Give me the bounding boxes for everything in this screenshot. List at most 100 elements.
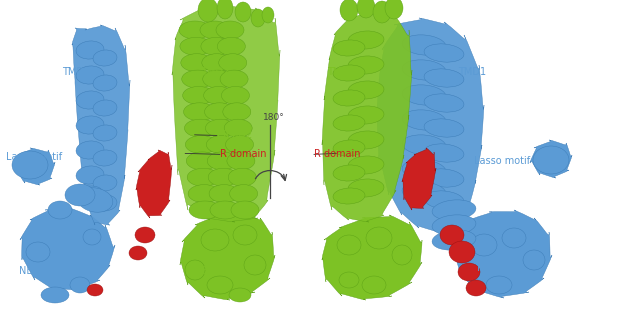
Ellipse shape — [202, 54, 232, 72]
Ellipse shape — [424, 44, 464, 62]
Text: TMD1: TMD1 — [62, 67, 90, 77]
Ellipse shape — [471, 234, 497, 256]
Ellipse shape — [424, 169, 464, 187]
Ellipse shape — [12, 151, 48, 179]
Ellipse shape — [348, 131, 384, 149]
Ellipse shape — [70, 277, 90, 293]
Text: NBD2: NBD2 — [327, 263, 355, 273]
Ellipse shape — [366, 227, 392, 249]
Ellipse shape — [93, 125, 117, 141]
Ellipse shape — [217, 0, 233, 19]
Ellipse shape — [187, 168, 219, 186]
Ellipse shape — [402, 60, 446, 80]
Ellipse shape — [26, 242, 50, 262]
Ellipse shape — [230, 185, 257, 203]
Ellipse shape — [333, 90, 365, 106]
Ellipse shape — [76, 116, 104, 134]
Ellipse shape — [179, 21, 211, 39]
Ellipse shape — [205, 119, 236, 137]
Ellipse shape — [402, 85, 446, 105]
Ellipse shape — [93, 195, 117, 211]
Ellipse shape — [357, 0, 375, 18]
PathPatch shape — [322, 215, 422, 300]
Ellipse shape — [432, 200, 476, 220]
Ellipse shape — [225, 135, 254, 153]
Text: NBD1: NBD1 — [19, 266, 46, 276]
Ellipse shape — [205, 103, 234, 121]
Ellipse shape — [235, 2, 251, 22]
Text: R domain: R domain — [314, 149, 360, 159]
Ellipse shape — [424, 119, 464, 137]
Text: NBD2: NBD2 — [195, 266, 223, 276]
Ellipse shape — [348, 179, 384, 197]
Ellipse shape — [424, 69, 464, 87]
Ellipse shape — [198, 0, 218, 22]
Ellipse shape — [210, 201, 240, 219]
Ellipse shape — [402, 135, 446, 155]
Ellipse shape — [340, 0, 358, 21]
PathPatch shape — [172, 5, 280, 222]
Ellipse shape — [233, 225, 257, 245]
Ellipse shape — [200, 21, 230, 39]
Ellipse shape — [228, 168, 256, 186]
Ellipse shape — [362, 276, 386, 294]
Ellipse shape — [402, 182, 446, 202]
Ellipse shape — [76, 91, 104, 109]
Text: Elbow2: Elbow2 — [217, 130, 252, 140]
Ellipse shape — [129, 246, 147, 260]
Ellipse shape — [333, 165, 365, 181]
Ellipse shape — [219, 54, 247, 72]
Ellipse shape — [183, 86, 215, 105]
Ellipse shape — [65, 184, 95, 206]
Ellipse shape — [93, 75, 117, 91]
PathPatch shape — [530, 140, 572, 178]
Ellipse shape — [48, 201, 72, 219]
Ellipse shape — [187, 152, 219, 170]
Ellipse shape — [339, 272, 359, 288]
Ellipse shape — [93, 50, 117, 66]
Ellipse shape — [76, 41, 104, 59]
Ellipse shape — [203, 86, 234, 105]
Ellipse shape — [185, 119, 217, 137]
PathPatch shape — [136, 150, 172, 218]
Ellipse shape — [262, 7, 274, 23]
Text: 180°: 180° — [263, 112, 285, 122]
Ellipse shape — [333, 188, 365, 204]
Ellipse shape — [185, 135, 217, 153]
Ellipse shape — [440, 225, 464, 245]
PathPatch shape — [454, 210, 552, 298]
Ellipse shape — [392, 245, 412, 265]
Ellipse shape — [76, 166, 104, 184]
Ellipse shape — [93, 100, 117, 116]
Ellipse shape — [449, 241, 475, 263]
Ellipse shape — [207, 152, 237, 170]
Ellipse shape — [486, 276, 512, 294]
Ellipse shape — [348, 156, 384, 174]
Ellipse shape — [251, 9, 265, 27]
Ellipse shape — [432, 230, 476, 250]
Ellipse shape — [373, 1, 391, 23]
Ellipse shape — [432, 215, 476, 235]
Ellipse shape — [333, 40, 365, 56]
Ellipse shape — [203, 70, 233, 88]
Ellipse shape — [201, 37, 231, 55]
Ellipse shape — [76, 66, 104, 84]
Ellipse shape — [93, 150, 117, 166]
Ellipse shape — [348, 81, 384, 99]
PathPatch shape — [376, 18, 484, 232]
Ellipse shape — [209, 185, 239, 203]
Ellipse shape — [502, 228, 526, 248]
Ellipse shape — [201, 229, 229, 251]
PathPatch shape — [72, 25, 130, 225]
PathPatch shape — [322, 10, 412, 222]
Ellipse shape — [41, 287, 69, 303]
Ellipse shape — [466, 280, 486, 296]
Ellipse shape — [216, 21, 244, 39]
Ellipse shape — [533, 146, 569, 174]
Ellipse shape — [183, 103, 215, 121]
Text: Lasso motif: Lasso motif — [474, 156, 530, 166]
Ellipse shape — [181, 54, 213, 72]
Ellipse shape — [87, 284, 103, 296]
Ellipse shape — [180, 37, 212, 55]
Ellipse shape — [231, 201, 259, 219]
